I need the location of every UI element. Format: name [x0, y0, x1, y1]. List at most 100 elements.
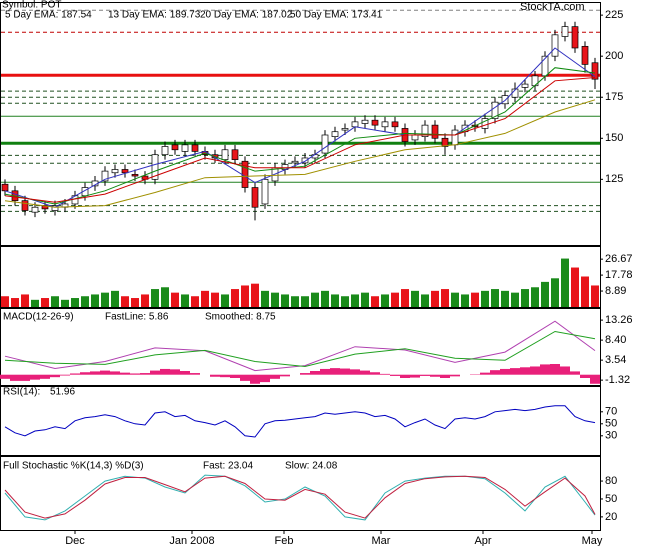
legend-entry: 50 Day EMA: 173.41: [290, 10, 383, 21]
volume-bar: [81, 296, 89, 307]
histogram-bar: [330, 368, 340, 375]
histogram-bar: [230, 374, 240, 378]
x-tick-label: May: [582, 535, 603, 546]
indicator-line: [4, 475, 596, 519]
volume-bar: [231, 289, 239, 307]
candle-body: [551, 34, 559, 57]
y-tick-label: 80: [605, 475, 617, 487]
candle-body: [361, 119, 369, 124]
histogram-bar: [130, 373, 140, 375]
candle-body: [571, 26, 579, 49]
y-tick-label: 13.26: [605, 314, 633, 326]
histogram-bar: [300, 373, 310, 375]
volume-bar: [391, 292, 399, 307]
histogram-bar: [10, 374, 20, 381]
volume-bar: [41, 298, 49, 307]
volume-bar: [141, 294, 149, 307]
volume-bar: [321, 290, 329, 307]
volume-bar: [431, 290, 439, 307]
histogram-bar: [100, 370, 110, 375]
candle-body: [351, 121, 359, 128]
indicator-line: [4, 474, 596, 521]
histogram-bar: [400, 374, 410, 378]
candle-body: [451, 129, 459, 146]
y-tick-label: 150: [605, 132, 623, 144]
histogram-bar: [90, 371, 100, 375]
histogram-bar: [450, 374, 460, 377]
candle-body: [531, 75, 539, 87]
volume-bar: [461, 294, 469, 307]
volume-bar: [181, 294, 189, 307]
legend-entry: 5 Day EMA: 187.54: [5, 10, 92, 21]
volume-bar: [591, 285, 599, 307]
volume-bar: [191, 296, 199, 307]
candle-body: [261, 178, 269, 205]
volume-bar: [101, 292, 109, 307]
y-tick-label: 26.67: [605, 253, 633, 265]
volume-bar: [11, 298, 19, 307]
y-tick-label: 8.89: [605, 285, 626, 297]
candle-body: [371, 119, 379, 126]
histogram-bar: [180, 371, 190, 375]
candle-body: [121, 169, 129, 174]
histogram-bar: [210, 374, 220, 377]
volume-bar: [251, 283, 259, 307]
candle-body: [1, 183, 9, 192]
candle-body: [21, 200, 29, 211]
legend-entry: Slow: 24.08: [285, 461, 338, 472]
histogram-bar: [580, 374, 590, 378]
histogram-bar: [420, 374, 430, 376]
indicator-line: [4, 405, 596, 438]
candle-body: [581, 45, 589, 65]
candle-body: [171, 144, 179, 151]
volume-bar: [551, 278, 559, 307]
candle-body: [391, 121, 399, 128]
histogram-bar: [590, 374, 600, 384]
volume-bar: [521, 289, 529, 307]
x-tick-label: Apr: [474, 535, 491, 546]
histogram-bar: [530, 366, 540, 375]
histogram-bar: [150, 370, 160, 375]
candle-body: [161, 146, 169, 156]
candle-body: [151, 154, 159, 180]
volume-bar: [121, 296, 129, 307]
indicator-line: [4, 330, 596, 368]
candle-body: [291, 160, 299, 164]
candle-body: [441, 137, 449, 147]
histogram-bar: [220, 374, 230, 378]
y-tick-label: 225: [605, 9, 623, 21]
y-tick-label: 3.54: [605, 354, 626, 366]
histogram-bar: [120, 372, 130, 375]
volume-bar: [541, 281, 549, 307]
histogram-bar: [0, 374, 10, 379]
histogram-bar: [570, 371, 580, 375]
volume-bar: [351, 294, 359, 307]
volume-bar: [1, 296, 9, 307]
histogram-bar: [60, 374, 70, 376]
candle-body: [191, 144, 199, 152]
candle-body: [131, 174, 139, 177]
indicator-line: [4, 77, 596, 203]
histogram-bar: [260, 374, 270, 383]
candle-body: [221, 149, 229, 160]
candle-body: [521, 83, 529, 88]
candle-body: [51, 205, 59, 211]
volume-bar: [271, 292, 279, 307]
y-tick-label: 50: [605, 418, 617, 430]
volume-bar: [51, 296, 59, 307]
volume-bar: [161, 287, 169, 307]
volume-bar: [561, 258, 569, 307]
volume-bar: [411, 290, 419, 307]
volume-bar: [111, 290, 119, 307]
candle-body: [251, 187, 259, 208]
candle-body: [31, 206, 39, 213]
volume-bar: [261, 290, 269, 307]
volume-bar: [201, 290, 209, 307]
volume-bar: [341, 296, 349, 307]
candle-body: [301, 157, 309, 164]
histogram-bar: [360, 370, 370, 375]
histogram-bar: [340, 368, 350, 375]
volume-bar: [421, 294, 429, 307]
histogram-bar: [20, 374, 30, 381]
